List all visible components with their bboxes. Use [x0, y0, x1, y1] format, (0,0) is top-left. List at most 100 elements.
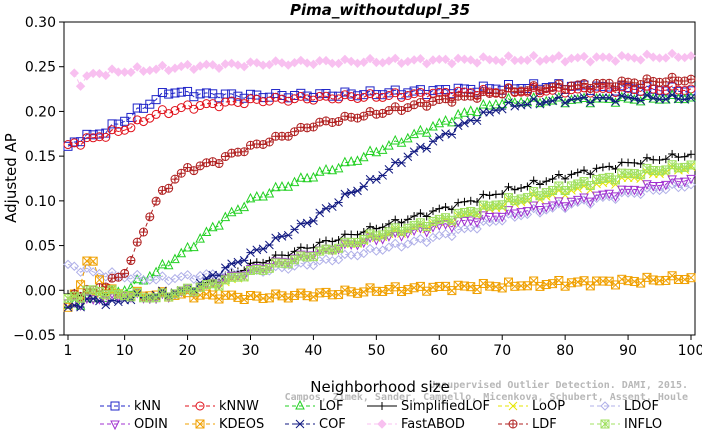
data-point [567, 170, 576, 179]
data-point [327, 164, 338, 175]
watermark-line: Unsupervised Outlier Detection. DAMI, 20… [429, 379, 688, 391]
data-point [428, 136, 438, 146]
y-tick-label: 0.05 [25, 239, 56, 255]
data-point [384, 90, 394, 100]
data-point [365, 106, 375, 116]
data-point [327, 202, 337, 212]
data-point [113, 272, 123, 282]
data-point [580, 166, 589, 175]
data-point [472, 106, 482, 117]
data-point [497, 56, 507, 67]
series-INFLO [63, 160, 696, 303]
data-point [503, 92, 514, 103]
legend-marker [377, 419, 387, 429]
data-point [113, 67, 124, 77]
legend-label: LoOP [532, 399, 565, 414]
data-point [604, 189, 615, 200]
data-point [189, 274, 199, 284]
data-point [516, 208, 526, 218]
data-point [668, 149, 677, 158]
x-axis-label: Neighborhood size [310, 378, 449, 396]
data-point [88, 292, 98, 303]
data-point [686, 51, 696, 61]
data-point [296, 91, 306, 101]
data-point [459, 54, 470, 64]
data-point [139, 227, 149, 237]
data-point [384, 106, 394, 116]
data-point [415, 124, 426, 135]
data-point [648, 52, 658, 62]
y-tick-label: 0.15 [25, 149, 56, 165]
legend-label: COF [319, 417, 346, 432]
data-point [265, 240, 274, 250]
data-point [245, 192, 256, 203]
data-point [478, 52, 489, 62]
data-point [472, 208, 482, 218]
data-point [245, 94, 255, 104]
data-point [686, 91, 696, 102]
data-point [617, 50, 627, 61]
data-point [157, 60, 168, 71]
data-point [145, 212, 155, 222]
data-point [661, 77, 671, 87]
data-point [157, 271, 168, 281]
data-point [485, 107, 494, 117]
data-point [604, 93, 615, 103]
data-point [390, 282, 400, 292]
data-point [88, 256, 98, 266]
data-point [598, 190, 608, 201]
data-point [145, 275, 155, 285]
data-point [598, 163, 607, 172]
data-point [573, 168, 582, 177]
data-point [201, 226, 212, 237]
data-point [365, 243, 375, 254]
data-point [415, 233, 426, 244]
data-point [415, 54, 426, 64]
data-point [547, 94, 558, 105]
data-point [183, 100, 193, 110]
data-point [397, 218, 406, 227]
data-point [616, 185, 627, 196]
legend-marker [195, 419, 205, 429]
data-point [655, 156, 664, 165]
x-tick-label: 10 [116, 343, 134, 359]
data-point [485, 191, 494, 200]
data-point [591, 52, 602, 62]
data-point [321, 254, 331, 265]
data-point [164, 89, 174, 99]
data-point [466, 55, 476, 65]
data-point [422, 144, 432, 153]
data-point [63, 140, 73, 150]
data-point [239, 99, 249, 109]
data-point [170, 253, 180, 264]
data-point [472, 58, 482, 68]
data-point [686, 93, 696, 103]
data-point [366, 222, 375, 231]
data-point [642, 74, 652, 84]
data-point [503, 51, 514, 61]
data-point [371, 92, 381, 102]
data-point [340, 90, 350, 100]
data-point [271, 89, 281, 99]
data-point [346, 155, 356, 166]
data-point [610, 97, 621, 107]
data-point [440, 54, 451, 65]
data-point [321, 203, 331, 213]
data-point [397, 286, 407, 296]
data-point [239, 147, 249, 157]
data-point [686, 273, 696, 283]
data-point [465, 105, 476, 115]
data-point [440, 114, 451, 125]
data-point [397, 92, 407, 102]
data-point [315, 117, 325, 127]
data-point [573, 179, 583, 189]
data-point [428, 120, 438, 131]
data-point [245, 57, 256, 67]
data-point [315, 238, 324, 247]
data-point [591, 191, 602, 202]
data-point [271, 233, 281, 243]
legend-marker [600, 419, 610, 429]
data-point [352, 93, 362, 103]
data-point [610, 56, 621, 66]
data-point [585, 83, 595, 93]
